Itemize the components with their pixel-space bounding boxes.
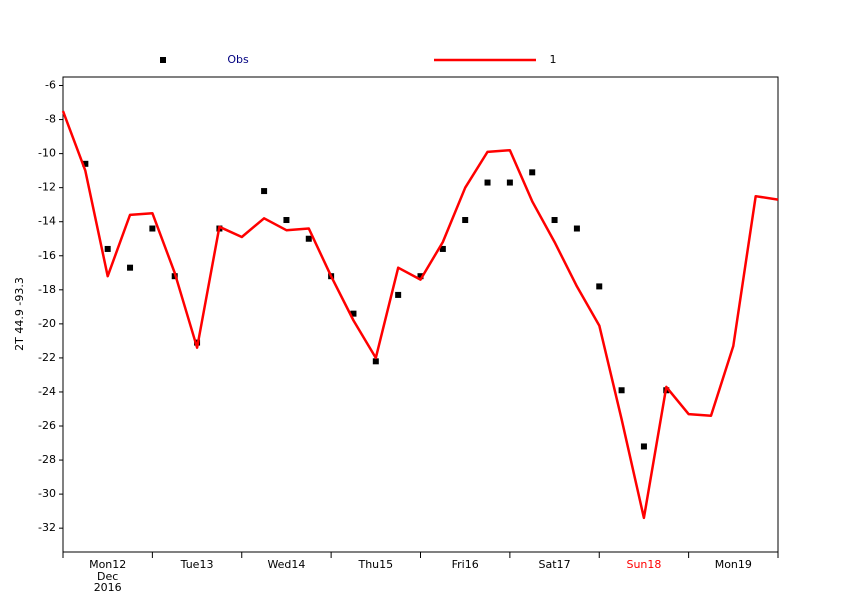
data-point <box>104 245 111 252</box>
data-point <box>82 160 89 167</box>
data-point <box>350 310 357 317</box>
data-point <box>395 291 402 298</box>
x-sublabel: 2016 <box>94 581 122 594</box>
x-tick-label: Sun18 <box>626 558 661 571</box>
data-point <box>372 358 379 365</box>
y-tick-label: -10 <box>38 147 56 160</box>
plot-frame <box>62 76 779 553</box>
data-point <box>305 235 312 242</box>
data-point <box>417 273 424 280</box>
x-tick-label: Wed14 <box>267 558 305 571</box>
y-tick-label: -24 <box>38 385 56 398</box>
data-point <box>484 179 491 186</box>
data-point <box>573 225 580 232</box>
y-tick-label: -30 <box>38 487 56 500</box>
y-tick-label: -26 <box>38 419 56 432</box>
y-tick-label: -14 <box>38 215 56 228</box>
y-tick-label: -6 <box>45 79 56 92</box>
data-point <box>551 217 558 224</box>
y-tick-label: -8 <box>45 113 56 126</box>
data-point <box>149 225 156 232</box>
y-tick-label: -32 <box>38 521 56 534</box>
data-point <box>596 283 603 290</box>
y-tick-label: -28 <box>38 453 56 466</box>
x-tick-label: Thu15 <box>357 558 393 571</box>
x-tick-label: Mon19 <box>715 558 752 571</box>
data-point <box>283 217 290 224</box>
data-line <box>61 110 779 520</box>
x-tick-label: Mon12 <box>89 558 126 571</box>
legend-marker <box>160 57 166 63</box>
y-tick-label: -22 <box>38 351 56 364</box>
data-point <box>439 245 446 252</box>
x-sublabel: Dec <box>97 570 118 583</box>
x-tick-label: Sat17 <box>539 558 571 571</box>
data-point <box>640 443 647 450</box>
y-tick-label: -18 <box>38 283 56 296</box>
x-tick-label: Fri16 <box>452 558 479 571</box>
y-axis-label: 2T 44.9 -93.3 <box>13 277 26 351</box>
legend-label: 1 <box>550 53 557 66</box>
legend-label: Obs <box>227 53 249 66</box>
data-point <box>127 264 134 271</box>
y-tick-label: -12 <box>38 181 56 194</box>
data-point <box>529 169 536 176</box>
data-point <box>462 217 469 224</box>
data-point <box>261 188 268 195</box>
y-tick-label: -20 <box>38 317 56 330</box>
x-tick-label: Tue13 <box>180 558 214 571</box>
data-point <box>618 387 625 394</box>
data-point <box>506 179 513 186</box>
y-tick-label: -16 <box>38 249 56 262</box>
